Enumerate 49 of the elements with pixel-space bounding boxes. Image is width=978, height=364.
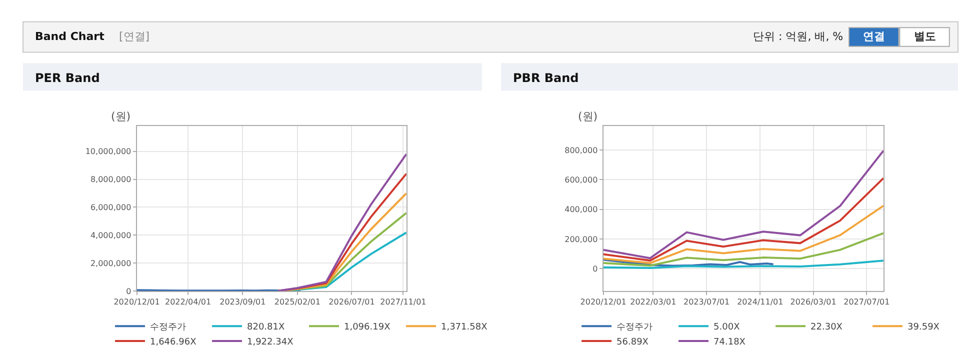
chart-title: PBR Band: [513, 71, 579, 85]
legend-label: 1,922.34X: [247, 337, 294, 348]
legend-label: 74.18X: [714, 337, 746, 348]
x-tick-label: 2027/07/01: [844, 298, 890, 307]
y-tick-label: 10,000,000: [85, 147, 132, 156]
legend-label: 56.89X: [616, 337, 648, 348]
x-tick-label: 2023/09/01: [220, 298, 266, 307]
y-tick-label: 200,000: [564, 234, 598, 244]
legend-label: 1,096.19X: [344, 322, 390, 333]
x-tick-label: 2022/04/01: [164, 298, 212, 307]
x-tick-label: 2026/03/01: [790, 298, 836, 307]
y-tick-label: 8,000,000: [90, 175, 132, 184]
y-tick-label: 2,000,000: [90, 258, 132, 268]
chart-title: PER Band: [35, 71, 100, 85]
x-tick-label: 2026/07/01: [328, 298, 375, 307]
line-series: [603, 150, 884, 260]
y-axis-title: (원): [578, 110, 598, 123]
legend-label: 수정주가: [150, 322, 186, 333]
legend-label: 수정주가: [616, 322, 653, 333]
x-tick-label: 2027/11/01: [380, 298, 426, 307]
text: 단위 : 억원, 배, %: [753, 30, 844, 43]
x-tick-label: 2023/07/01: [683, 298, 730, 307]
legend-label: 1,371.58X: [441, 322, 488, 333]
legend-label: 820.81X: [247, 322, 285, 333]
x-tick-label: 2020/12/01: [114, 298, 160, 307]
legend-label: 22.30X: [810, 322, 842, 333]
y-tick-label: 400,000: [564, 205, 598, 214]
legend-label: 1,646.96X: [150, 337, 196, 348]
y-tick-label: 0: [126, 286, 132, 296]
line-series: [603, 204, 884, 264]
legend-label: 5.00X: [714, 322, 740, 333]
x-tick-label: 2020/12/01: [580, 298, 626, 307]
text: Band Chart: [35, 30, 104, 43]
x-tick-label: 2022/03/01: [630, 298, 676, 307]
y-tick-label: 800,000: [564, 146, 598, 155]
text: 별도: [914, 30, 936, 43]
y-axis-title: (원): [111, 110, 131, 123]
y-tick-label: 6,000,000: [90, 203, 132, 212]
text: 연결: [863, 30, 885, 43]
x-tick-label: 2025/02/01: [274, 298, 320, 307]
text: [연결]: [119, 30, 150, 43]
line-series: [603, 232, 884, 267]
line-series: [603, 177, 884, 262]
y-tick-label: 4,000,000: [90, 230, 132, 240]
x-tick-label: 2024/11/01: [737, 298, 784, 307]
y-tick-label: 600,000: [564, 175, 598, 184]
y-tick-label: 0: [592, 264, 598, 274]
line-series: [603, 260, 884, 269]
legend-label: 39.59X: [908, 322, 940, 333]
